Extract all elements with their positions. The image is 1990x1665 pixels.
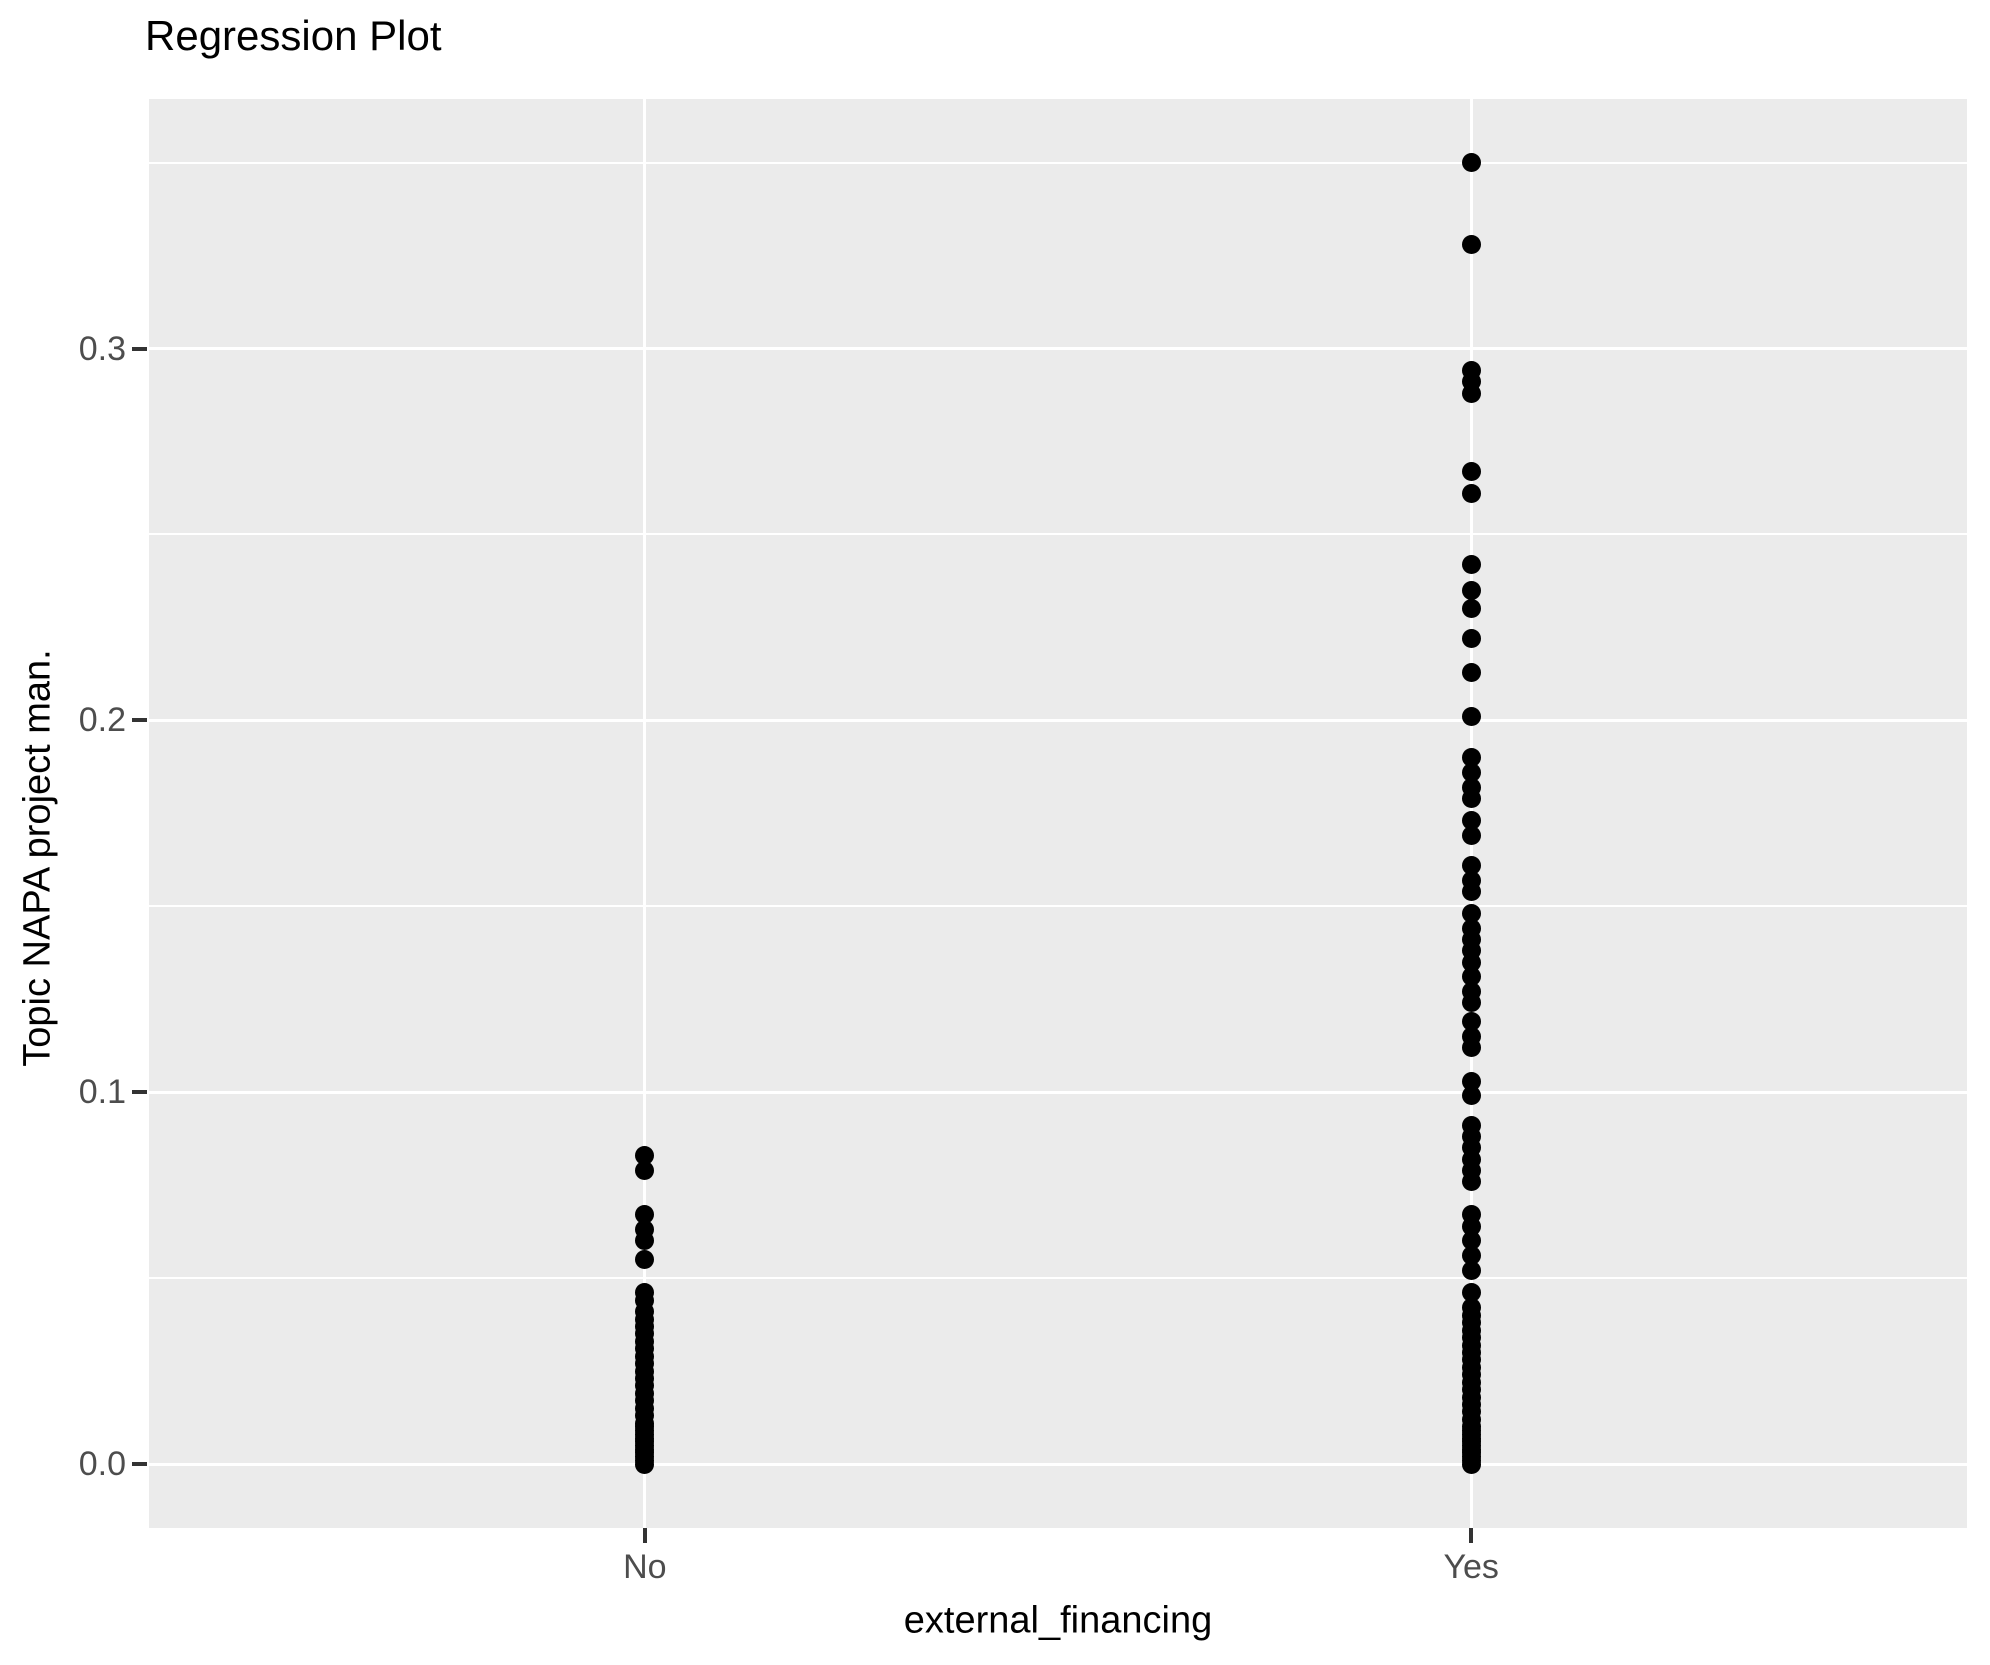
data-point [635,1145,655,1165]
data-point [1461,1216,1481,1236]
data-point [1461,383,1481,403]
gridline-category-no [643,99,647,1528]
data-point [1461,1246,1481,1266]
data-point [1461,1454,1481,1474]
data-point [1461,580,1481,600]
data-point [1461,1038,1481,1058]
gridline-minor [149,533,1967,536]
y-tick-mark [132,346,147,351]
data-point [1461,826,1481,846]
data-point [1461,629,1481,649]
data-point [1461,788,1481,808]
gridline-major [149,1090,1967,1094]
data-point [1461,484,1481,504]
y-axis-title: Topic NAPA project man. [16,649,59,1067]
data-point [635,1250,655,1270]
data-point [1461,1261,1481,1281]
plot-panel [149,99,1967,1528]
data-point [1461,881,1481,901]
x-tick-label-yes: Yes [1443,1548,1499,1586]
chart-title: Regression Plot [145,12,442,59]
y-tick-mark [132,1090,147,1095]
data-point [635,1454,655,1474]
gridline-minor [149,905,1967,908]
y-tick-mark [132,1462,147,1467]
data-point [1461,993,1481,1013]
data-point [635,1231,655,1251]
x-axis-title: external_financing [903,1599,1213,1642]
data-point [1461,811,1481,831]
y-tick-mark [132,718,147,723]
data-point [1461,1071,1481,1091]
x-tick-mark [1469,1528,1474,1543]
gridline-major [149,347,1967,350]
data-point [1461,1086,1481,1106]
gridline-minor [149,161,1967,164]
data-point [1461,554,1481,574]
y-tick-label: 0.2 [78,701,126,740]
gridline-major [149,718,1967,722]
data-point [1461,234,1481,254]
data-point [1461,662,1481,682]
data-point [1461,952,1481,972]
gridline-major [149,1462,1967,1466]
y-tick-label: 0.3 [78,329,126,368]
data-point [1461,904,1481,924]
data-point [635,1205,655,1225]
data-point [1461,748,1481,768]
data-point [1461,855,1481,875]
data-point [1461,1231,1481,1251]
data-point [1461,599,1481,619]
gridline-minor [149,1277,1967,1280]
data-point [1461,1012,1481,1032]
data-point [1461,461,1481,481]
data-point [1461,762,1481,782]
data-point [1461,707,1481,727]
y-tick-label: 0.0 [78,1445,126,1484]
data-point [635,1160,655,1180]
data-point [1461,1283,1481,1303]
data-point [1461,1171,1481,1191]
data-point [1461,967,1481,987]
x-tick-mark [642,1528,647,1543]
data-point [1461,153,1481,173]
y-tick-label: 0.1 [78,1073,126,1112]
x-tick-label-no: No [623,1548,667,1586]
